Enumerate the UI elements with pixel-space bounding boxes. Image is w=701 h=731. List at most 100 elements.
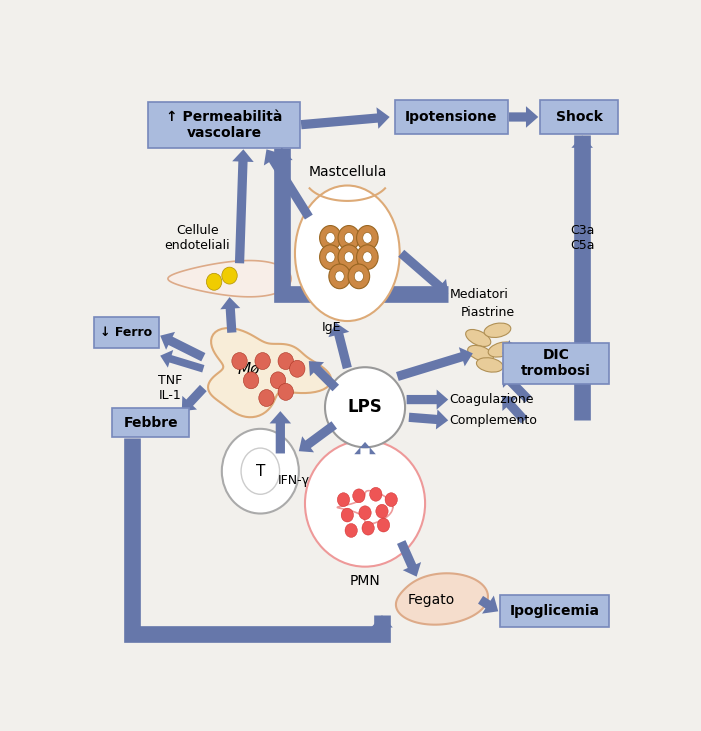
Ellipse shape xyxy=(354,271,364,281)
FancyBboxPatch shape xyxy=(540,100,618,134)
Polygon shape xyxy=(502,373,531,403)
Ellipse shape xyxy=(362,521,374,535)
Polygon shape xyxy=(271,148,292,160)
Polygon shape xyxy=(396,573,488,625)
Ellipse shape xyxy=(206,273,222,290)
FancyBboxPatch shape xyxy=(500,595,609,627)
Text: Fegato: Fegato xyxy=(408,593,455,607)
Ellipse shape xyxy=(338,226,360,250)
Text: Ipotensione: Ipotensione xyxy=(405,110,498,124)
Text: ↑ Permeabilità
vascolare: ↑ Permeabilità vascolare xyxy=(166,110,283,140)
Polygon shape xyxy=(397,540,421,577)
Ellipse shape xyxy=(465,330,491,346)
Polygon shape xyxy=(220,298,240,333)
Text: TNF
IL-1: TNF IL-1 xyxy=(158,374,182,402)
Ellipse shape xyxy=(271,372,286,389)
Text: T: T xyxy=(256,463,265,479)
Polygon shape xyxy=(232,149,254,263)
Ellipse shape xyxy=(278,383,294,401)
Text: C3a
C5a: C3a C5a xyxy=(570,224,594,252)
Ellipse shape xyxy=(326,232,335,243)
Ellipse shape xyxy=(320,226,341,250)
Ellipse shape xyxy=(325,367,405,447)
Ellipse shape xyxy=(241,448,280,494)
Ellipse shape xyxy=(484,323,511,338)
Text: LPS: LPS xyxy=(348,398,383,416)
Ellipse shape xyxy=(468,345,494,361)
Ellipse shape xyxy=(341,508,353,522)
Text: Mediatori: Mediatori xyxy=(450,287,509,300)
Ellipse shape xyxy=(290,360,305,377)
Polygon shape xyxy=(571,135,593,148)
Ellipse shape xyxy=(357,245,378,270)
Ellipse shape xyxy=(353,489,365,503)
Ellipse shape xyxy=(338,245,360,270)
Ellipse shape xyxy=(344,251,353,262)
Text: Febbre: Febbre xyxy=(123,416,178,430)
Ellipse shape xyxy=(255,352,271,370)
Text: Complemento: Complemento xyxy=(450,414,538,427)
Ellipse shape xyxy=(359,506,372,520)
Text: PMN: PMN xyxy=(350,574,381,588)
Polygon shape xyxy=(478,596,498,613)
Polygon shape xyxy=(328,322,352,369)
Text: Coagulazione: Coagulazione xyxy=(450,393,534,406)
FancyBboxPatch shape xyxy=(112,408,189,437)
Text: ↓ Ferro: ↓ Ferro xyxy=(100,326,152,339)
Polygon shape xyxy=(161,350,205,373)
Ellipse shape xyxy=(348,264,369,289)
Ellipse shape xyxy=(259,390,274,406)
Text: IFN-γ: IFN-γ xyxy=(278,474,309,487)
Text: IgE: IgE xyxy=(321,322,341,335)
Ellipse shape xyxy=(243,372,259,389)
Ellipse shape xyxy=(488,342,515,357)
Text: Ipoglicemia: Ipoglicemia xyxy=(510,605,599,618)
FancyBboxPatch shape xyxy=(94,317,158,348)
Ellipse shape xyxy=(295,186,400,321)
Polygon shape xyxy=(396,347,473,381)
Polygon shape xyxy=(409,409,448,429)
Ellipse shape xyxy=(377,518,390,532)
Polygon shape xyxy=(208,328,331,417)
Text: Mø: Mø xyxy=(238,361,260,376)
Ellipse shape xyxy=(320,245,341,270)
Ellipse shape xyxy=(345,523,358,537)
Ellipse shape xyxy=(357,226,378,250)
FancyBboxPatch shape xyxy=(503,343,608,385)
Ellipse shape xyxy=(362,232,372,243)
Ellipse shape xyxy=(335,271,344,281)
Polygon shape xyxy=(502,340,518,359)
Ellipse shape xyxy=(222,267,237,284)
Ellipse shape xyxy=(337,493,350,507)
Ellipse shape xyxy=(362,251,372,262)
FancyBboxPatch shape xyxy=(149,102,300,148)
Ellipse shape xyxy=(222,429,299,514)
Text: DIC
trombosi: DIC trombosi xyxy=(521,348,591,379)
Ellipse shape xyxy=(329,264,350,289)
Polygon shape xyxy=(502,395,528,423)
Ellipse shape xyxy=(385,493,397,507)
Ellipse shape xyxy=(369,488,382,501)
Text: Mastcellula: Mastcellula xyxy=(308,165,386,179)
Ellipse shape xyxy=(232,352,247,370)
Polygon shape xyxy=(407,390,448,409)
Text: Shock: Shock xyxy=(556,110,603,124)
Polygon shape xyxy=(372,616,393,627)
Polygon shape xyxy=(509,106,538,128)
Polygon shape xyxy=(354,442,376,454)
FancyBboxPatch shape xyxy=(395,100,508,134)
Ellipse shape xyxy=(376,504,388,518)
Ellipse shape xyxy=(477,357,503,372)
Polygon shape xyxy=(398,250,448,294)
Ellipse shape xyxy=(278,352,294,370)
Text: Piastrine: Piastrine xyxy=(461,306,515,319)
Polygon shape xyxy=(264,149,313,219)
Polygon shape xyxy=(301,107,390,129)
Text: Cellule
endoteliali: Cellule endoteliali xyxy=(164,224,230,252)
Polygon shape xyxy=(182,385,207,411)
Polygon shape xyxy=(309,361,339,391)
Ellipse shape xyxy=(344,232,353,243)
Polygon shape xyxy=(299,421,337,452)
Polygon shape xyxy=(168,260,291,297)
Polygon shape xyxy=(270,411,291,453)
